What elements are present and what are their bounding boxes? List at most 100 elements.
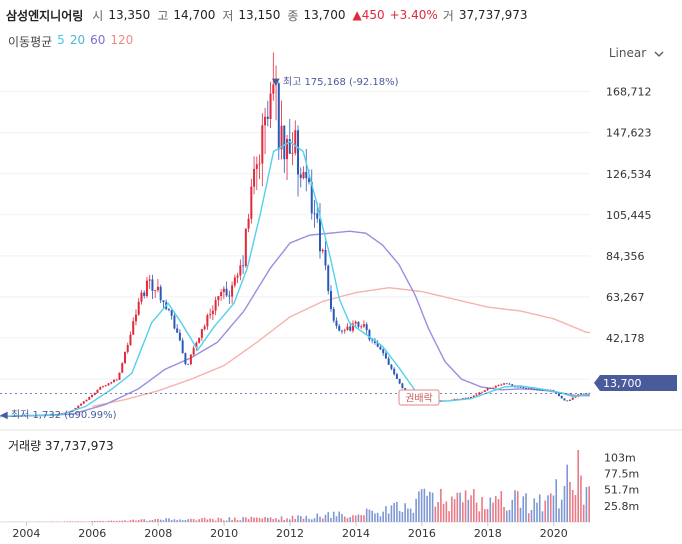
volume-bar <box>99 520 102 522</box>
candle-body <box>500 384 503 386</box>
candle-body <box>198 337 201 343</box>
x-tick-label: 2010 <box>210 527 238 540</box>
scale-toggle-label: Linear <box>608 46 647 60</box>
candle-body <box>297 130 300 175</box>
volume-bar <box>74 521 77 522</box>
volume-bar <box>124 520 126 522</box>
candle-body <box>112 380 115 383</box>
volume-bar <box>338 511 341 522</box>
volume-bar <box>407 508 409 522</box>
volume-bar <box>102 521 104 522</box>
volume-bar <box>343 516 346 522</box>
volume-bar <box>256 517 258 522</box>
candle-body <box>305 171 308 179</box>
candle-body <box>211 310 214 315</box>
volume-bar <box>541 511 544 522</box>
volume-bar <box>104 521 107 522</box>
volume-bar <box>297 515 299 522</box>
candle-body <box>203 326 206 330</box>
candle-body <box>222 288 225 293</box>
volume-bar <box>475 502 478 522</box>
x-tick-label: 2008 <box>144 527 172 540</box>
candle-body <box>247 218 250 229</box>
volume-bar <box>310 519 313 522</box>
candle-body <box>494 385 497 388</box>
volume-bar <box>225 520 228 522</box>
candle-body <box>121 363 124 373</box>
candle-body <box>560 396 563 399</box>
volume-bar <box>451 496 453 522</box>
y-tick-label: 147,623 <box>606 127 652 140</box>
candle-body <box>264 116 267 126</box>
volume-bar <box>316 513 319 522</box>
volume-bar <box>321 518 324 522</box>
candle-body <box>283 125 286 160</box>
volume-bar <box>415 498 417 522</box>
candle-body <box>335 320 338 326</box>
candle-body <box>472 395 475 398</box>
volume-bar <box>154 519 156 522</box>
x-tick-label: 2004 <box>12 527 40 540</box>
candle-body <box>253 168 256 187</box>
volume-bar <box>242 517 244 522</box>
scale-toggle-button[interactable]: Linear <box>609 46 664 60</box>
x-tick-label: 2018 <box>474 527 502 540</box>
volume-bar <box>50 521 52 522</box>
volume-bar <box>569 481 571 522</box>
volume-bar <box>332 511 335 522</box>
candle-body <box>505 383 508 385</box>
volume-bar <box>547 495 549 522</box>
volume-bar <box>280 516 283 522</box>
ma-20-label[interactable]: 20 <box>69 33 86 47</box>
ma-60-line-group <box>0 230 590 418</box>
candle-body <box>371 339 374 341</box>
candle-body <box>88 396 91 400</box>
volume-bar <box>184 520 187 522</box>
candle-body <box>327 265 330 292</box>
candle-body <box>395 374 398 379</box>
candle-body <box>349 326 352 331</box>
ma-120-line <box>92 286 590 408</box>
volume-bar <box>113 520 115 522</box>
ma-60-label[interactable]: 60 <box>90 33 106 47</box>
candle-body <box>541 390 544 391</box>
candle-body <box>134 314 137 322</box>
volume-bar <box>453 499 456 522</box>
volume-bar <box>223 520 225 522</box>
y-tick-label: 42,178 <box>606 332 645 345</box>
candle-body <box>310 181 313 214</box>
stock-header: 삼성엔지니어링 시 13,350 고 14,700 저 13,150 종 13,… <box>6 6 530 24</box>
low-value: 13,150 <box>238 8 281 22</box>
current-price-tag: 13,700 <box>594 375 677 391</box>
candle-body <box>272 84 275 94</box>
volume-bar <box>486 508 489 522</box>
candle-body <box>110 382 113 384</box>
y-tick-label: 126,534 <box>606 168 652 181</box>
candle-body <box>365 324 368 331</box>
volume-bar <box>236 520 239 522</box>
candle-body <box>228 295 231 297</box>
volume-bar <box>511 499 514 522</box>
candle-body <box>242 265 245 267</box>
candle-body <box>376 342 379 347</box>
volume-bar <box>462 502 464 522</box>
candle-body <box>170 310 173 316</box>
volume-bars <box>0 450 590 522</box>
volume-bar <box>157 518 159 522</box>
candle-body <box>384 353 387 359</box>
volume-bar <box>409 508 412 522</box>
volume-bar <box>525 493 527 522</box>
ma-5-label[interactable]: 5 <box>57 33 65 47</box>
axes: 168,712 147,623 126,534 105,445 84,356 63,267… <box>0 86 652 540</box>
x-tick-label: 2016 <box>408 527 436 540</box>
ma-120-label[interactable]: 120 <box>110 33 134 47</box>
candle-body <box>156 286 159 291</box>
volume-bar <box>379 516 382 522</box>
candle-body <box>470 397 473 398</box>
candle-body <box>231 285 234 297</box>
volume-bar <box>365 508 368 522</box>
candle-body <box>467 397 470 399</box>
volume-bar <box>247 519 250 522</box>
candle-body <box>55 413 58 415</box>
